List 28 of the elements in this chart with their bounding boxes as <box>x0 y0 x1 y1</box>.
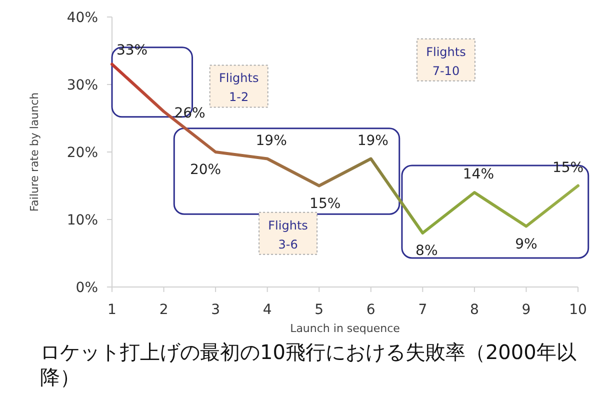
x-tick-label: 10 <box>569 302 587 318</box>
text: 19% <box>357 132 388 149</box>
x-tick-label: 9 <box>522 302 531 318</box>
text: ロケット打上げの最初の10飛行における失敗率（2000年以降） <box>40 340 578 390</box>
text: 9% <box>515 236 538 252</box>
text: 19% <box>256 132 287 149</box>
annotation: Flights 7-10 <box>426 44 466 78</box>
y-tick-label: 30% <box>66 78 98 94</box>
text: 15% <box>310 196 341 212</box>
x-tick-label: 6 <box>366 302 376 318</box>
y-tick-label: 10% <box>66 212 98 228</box>
y-tick-label: 40% <box>66 10 98 26</box>
annotation: Flights 1-2 <box>218 71 259 104</box>
y-tick-label: 0% <box>76 280 98 296</box>
x-tick-label: 5 <box>314 302 324 318</box>
x-tick-label: 1 <box>108 302 116 318</box>
text: 8% <box>416 243 438 259</box>
y-tick-label: 20% <box>66 145 98 161</box>
x-axis-title: Launch in sequence <box>290 322 400 335</box>
x-tick-label: 8 <box>470 302 479 318</box>
x-tick-label: 2 <box>159 302 168 318</box>
x-tick-label: 4 <box>262 302 272 318</box>
text: 20% <box>190 162 222 178</box>
x-tick-label: 3 <box>211 302 220 318</box>
annotation: Flights 3-6 <box>268 218 308 252</box>
text: 14% <box>462 166 494 182</box>
x-tick-label: 7 <box>418 302 428 318</box>
y-axis-title: Failure rate by launch <box>28 92 41 212</box>
